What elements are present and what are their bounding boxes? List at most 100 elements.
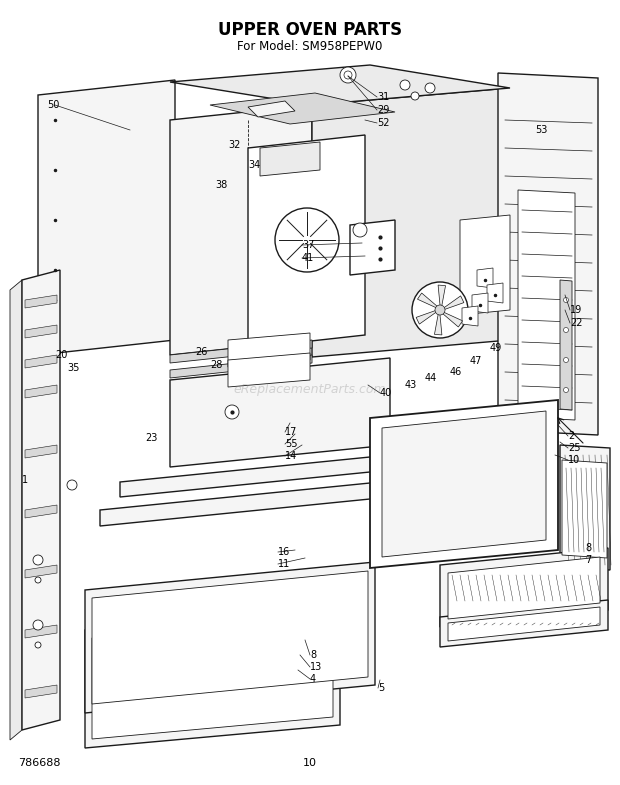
Text: 7: 7	[585, 555, 591, 565]
Polygon shape	[382, 411, 546, 557]
Text: 49: 49	[490, 343, 502, 353]
Circle shape	[564, 357, 569, 363]
Text: 53: 53	[535, 125, 547, 135]
Polygon shape	[25, 355, 57, 368]
Polygon shape	[498, 73, 598, 435]
Text: 2: 2	[568, 431, 574, 441]
Text: 28: 28	[210, 360, 223, 370]
Circle shape	[564, 327, 569, 333]
Text: 35: 35	[68, 363, 80, 373]
Text: 4: 4	[310, 674, 316, 684]
Circle shape	[411, 92, 419, 100]
Text: 41: 41	[302, 253, 314, 263]
Polygon shape	[448, 607, 600, 641]
Text: 46: 46	[450, 367, 463, 377]
Text: 23: 23	[146, 433, 158, 443]
Text: 29: 29	[377, 105, 389, 115]
Circle shape	[33, 555, 43, 565]
Text: 40: 40	[380, 388, 392, 398]
Circle shape	[412, 282, 468, 338]
Text: 10: 10	[568, 455, 580, 465]
Polygon shape	[260, 142, 320, 176]
Text: 20: 20	[56, 350, 68, 360]
Text: 17: 17	[285, 427, 298, 437]
Polygon shape	[25, 565, 57, 578]
Circle shape	[340, 67, 356, 83]
Text: 34: 34	[248, 160, 260, 170]
Circle shape	[35, 642, 41, 648]
Text: 19: 19	[570, 305, 582, 315]
Polygon shape	[438, 285, 446, 308]
Text: UPPER OVEN PARTS: UPPER OVEN PARTS	[218, 21, 402, 39]
Text: 786688: 786688	[18, 758, 61, 768]
Polygon shape	[477, 268, 493, 288]
Polygon shape	[120, 455, 390, 497]
Polygon shape	[472, 293, 488, 313]
Circle shape	[564, 298, 569, 302]
Polygon shape	[170, 340, 312, 363]
Text: 38: 38	[215, 180, 228, 190]
Text: For Model: SM958PEPW0: For Model: SM958PEPW0	[237, 41, 383, 53]
Circle shape	[225, 405, 239, 419]
Text: 52: 52	[377, 118, 389, 128]
Circle shape	[67, 480, 77, 490]
Polygon shape	[440, 548, 608, 627]
Polygon shape	[370, 400, 558, 568]
Text: 14: 14	[285, 451, 297, 461]
Polygon shape	[248, 135, 365, 348]
Text: 55: 55	[285, 439, 298, 449]
Circle shape	[35, 577, 41, 583]
Circle shape	[353, 223, 367, 237]
Text: 8: 8	[585, 543, 591, 553]
Polygon shape	[435, 312, 442, 335]
Polygon shape	[85, 607, 340, 748]
Polygon shape	[170, 355, 312, 378]
Polygon shape	[22, 270, 60, 730]
Polygon shape	[440, 600, 608, 647]
Polygon shape	[25, 505, 57, 518]
Text: 50: 50	[48, 100, 60, 110]
Polygon shape	[92, 571, 368, 704]
Text: 44: 44	[425, 373, 437, 383]
Polygon shape	[38, 80, 175, 355]
Polygon shape	[170, 65, 510, 105]
Polygon shape	[248, 101, 295, 117]
Circle shape	[344, 71, 352, 79]
Polygon shape	[25, 325, 57, 338]
Text: 32: 32	[228, 140, 241, 150]
Polygon shape	[92, 616, 333, 739]
Polygon shape	[170, 105, 312, 355]
Text: 8: 8	[310, 650, 316, 660]
Text: eReplacementParts.com: eReplacementParts.com	[234, 384, 386, 396]
Text: 31: 31	[377, 92, 389, 102]
Polygon shape	[417, 293, 438, 308]
Polygon shape	[312, 88, 510, 357]
Circle shape	[275, 208, 339, 272]
Text: 47: 47	[470, 356, 482, 366]
Text: 1: 1	[22, 475, 28, 485]
Polygon shape	[441, 312, 463, 327]
Circle shape	[425, 83, 435, 93]
Polygon shape	[25, 445, 57, 458]
Circle shape	[564, 388, 569, 392]
Text: 22: 22	[570, 318, 583, 328]
Text: 5: 5	[378, 683, 384, 693]
Text: 37: 37	[302, 240, 314, 250]
Polygon shape	[228, 333, 310, 367]
Polygon shape	[228, 353, 310, 387]
Polygon shape	[462, 306, 478, 326]
Text: 11: 11	[278, 559, 290, 569]
Polygon shape	[518, 190, 575, 420]
Polygon shape	[460, 215, 510, 315]
Circle shape	[400, 80, 410, 90]
Polygon shape	[25, 625, 57, 638]
Text: 16: 16	[278, 547, 290, 557]
Polygon shape	[100, 482, 380, 526]
Circle shape	[435, 305, 445, 315]
Polygon shape	[448, 557, 600, 619]
Polygon shape	[170, 358, 390, 467]
Polygon shape	[10, 280, 22, 740]
Polygon shape	[562, 460, 607, 558]
Text: 26: 26	[195, 347, 207, 357]
Text: 10: 10	[303, 758, 317, 768]
